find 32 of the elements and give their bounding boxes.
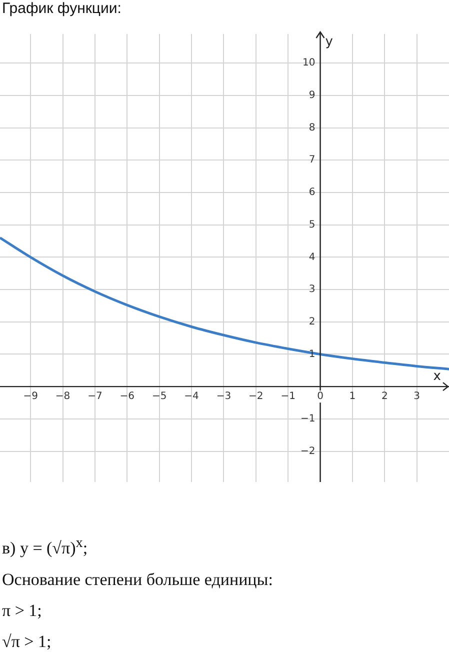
text: в) y = (√π)$^{x}$;: [2, 534, 89, 560]
text: Основание степени больше единицы:: [2, 568, 273, 591]
text: π > 1;: [2, 600, 43, 622]
x-tick-label: −2: [248, 391, 264, 402]
x-tick-label: −4: [184, 391, 199, 402]
y-tick-label: 5: [308, 219, 316, 230]
y-tick-label: −1: [300, 414, 316, 425]
y-tick-label: 3: [308, 284, 316, 296]
chart-title: График функции:: [2, 0, 122, 17]
text: √π > 1;: [2, 630, 52, 653]
y-tick-label: 7: [308, 154, 316, 166]
y-tick-label: 6: [308, 187, 316, 198]
x-tick-label: −9: [23, 391, 38, 402]
x-tick-label: −7: [88, 391, 102, 402]
x-tick-label: −6: [120, 391, 135, 402]
x-tick-label: 1: [349, 391, 356, 402]
y-tick-label: 4: [308, 252, 316, 263]
line-series: [0, 236, 449, 370]
x-tick-label: −5: [152, 391, 167, 402]
x-tick-label: 3: [414, 391, 420, 402]
x-tick-label: −1: [280, 391, 296, 402]
x-tick-label: 2: [381, 391, 388, 402]
y-tick-label: 8: [308, 122, 316, 134]
y-axis-title: y: [325, 34, 334, 50]
y-tick-label: 10: [302, 58, 316, 69]
x-tick-label: 0: [317, 391, 324, 402]
x-axis-title: x: [433, 368, 442, 384]
x-tick-label: −3: [216, 391, 232, 402]
x-tick-label: −8: [55, 391, 70, 402]
y-tick-label: 2: [308, 316, 316, 328]
y-tick-label: 9: [308, 90, 316, 102]
y-tick-label: −2: [300, 446, 316, 457]
